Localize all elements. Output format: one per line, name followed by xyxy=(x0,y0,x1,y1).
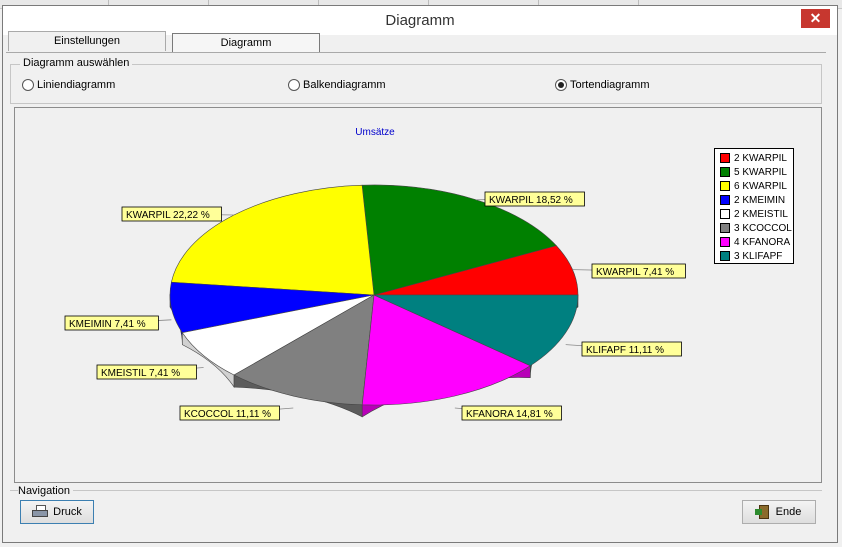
pie-slice xyxy=(373,294,579,367)
data-label-box xyxy=(121,206,222,222)
legend-swatch xyxy=(720,223,730,233)
legend-label: 2 KWARPIL xyxy=(734,152,787,164)
pie-slice xyxy=(233,294,375,406)
radio-label: Liniendiagramm xyxy=(37,79,116,91)
data-label: KMEISTIL 7,41 % xyxy=(101,368,180,379)
pie-chart: Umsätze KWARPIL 7,41 % KWARPIL 18,52 % KWA… xyxy=(64,127,686,421)
legend-item: 3 KLIFAPF xyxy=(720,250,782,262)
legend-label: 2 KMEIMIN xyxy=(734,194,786,206)
legend-item: 4 KFANORA xyxy=(720,236,790,248)
legend-item: 2 KMEIMIN xyxy=(720,194,785,206)
legend-swatch xyxy=(720,237,730,247)
tab-bar: Einstellungen Diagramm xyxy=(6,30,826,53)
background-cell xyxy=(538,0,639,7)
data-label-box xyxy=(461,405,562,421)
data-label: KMEIMIN 7,41 % xyxy=(69,319,146,330)
chart-legend: 2 KWARPIL 5 KWARPIL 6 KWARPIL 2 KMEIMIN … xyxy=(714,148,794,264)
chart-type-group-label: Diagramm auswählen xyxy=(20,57,133,69)
data-label-box xyxy=(64,315,159,331)
end-button[interactable]: Ende xyxy=(742,500,816,524)
legend-swatch xyxy=(720,153,730,163)
background-cell xyxy=(0,0,109,7)
pie-slice xyxy=(361,184,557,296)
legend-swatch xyxy=(720,181,730,191)
radio-circle[interactable] xyxy=(288,79,300,91)
data-label-box xyxy=(484,191,585,207)
close-icon: ✕ xyxy=(809,10,822,26)
radio-circle-checked[interactable] xyxy=(555,79,567,91)
legend-label: 3 KCOCCOL xyxy=(734,222,792,234)
chart-type-group: Diagramm auswählen xyxy=(10,57,822,104)
printer-icon xyxy=(32,505,49,519)
legend-swatch xyxy=(720,251,730,261)
legend-swatch xyxy=(720,195,730,205)
legend-item: 2 KMEISTIL xyxy=(720,208,788,220)
radio-tortendiagramm[interactable]: Tortendiagramm xyxy=(555,78,649,92)
tab-diagramm[interactable]: Diagramm xyxy=(172,33,320,52)
data-label: KCOCCOL 11,11 % xyxy=(184,409,271,420)
data-label-box xyxy=(581,341,682,357)
pie-slice xyxy=(361,294,531,406)
title-bar[interactable]: Diagramm ✕ xyxy=(3,6,837,35)
end-button-label: Ende xyxy=(775,506,802,518)
background-cell xyxy=(318,0,429,7)
legend-label: 5 KWARPIL xyxy=(734,166,787,178)
background-cell xyxy=(108,0,209,7)
legend-item: 3 KCOCCOL xyxy=(720,222,792,234)
data-label: KLIFAPF 11,11 % xyxy=(586,345,664,356)
legend-swatch xyxy=(720,209,730,219)
legend-item: 2 KWARPIL xyxy=(720,152,787,164)
background-cell xyxy=(208,0,319,7)
chart-title: Umsätze xyxy=(355,127,395,138)
tab-einstellungen[interactable]: Einstellungen xyxy=(8,31,166,51)
navigation-label: Navigation xyxy=(18,485,73,497)
radio-label: Tortendiagramm xyxy=(570,79,650,91)
legend-swatch xyxy=(720,167,730,177)
radio-circle[interactable] xyxy=(22,79,34,91)
radio-label: Balkendiagramm xyxy=(303,79,386,91)
legend-label: 2 KMEISTIL xyxy=(734,208,788,220)
pie-slice xyxy=(171,184,375,296)
data-label-box xyxy=(179,405,280,421)
window-title: Diagramm xyxy=(385,12,455,29)
legend-item: 5 KWARPIL xyxy=(720,166,787,178)
background-cell xyxy=(428,0,539,7)
legend-label: 3 KLIFAPF xyxy=(734,250,783,262)
navigation-divider xyxy=(10,490,822,491)
legend-label: 6 KWARPIL xyxy=(734,180,787,192)
legend-label: 4 KFANORA xyxy=(734,236,791,248)
close-button[interactable]: ✕ xyxy=(801,9,830,28)
chart-panel: Umsätze KWARPIL 7,41 % KWARPIL 18,52 % KWA… xyxy=(14,107,822,483)
data-label: KFANORA 14,81 % xyxy=(466,409,553,420)
data-label: KWARPIL 22,22 % xyxy=(126,210,210,221)
data-label: KWARPIL 18,52 % xyxy=(489,195,573,206)
exit-door-icon xyxy=(754,505,771,519)
print-button-label: Druck xyxy=(53,506,82,518)
data-label: KWARPIL 7,41 % xyxy=(596,267,674,278)
legend-item: 6 KWARPIL xyxy=(720,180,787,192)
print-button[interactable]: Druck xyxy=(20,500,94,524)
radio-liniendiagramm[interactable]: Liniendiagramm xyxy=(22,78,115,92)
radio-balkendiagramm[interactable]: Balkendiagramm xyxy=(288,78,386,92)
data-label-box xyxy=(591,263,686,279)
data-label-box xyxy=(96,364,197,380)
